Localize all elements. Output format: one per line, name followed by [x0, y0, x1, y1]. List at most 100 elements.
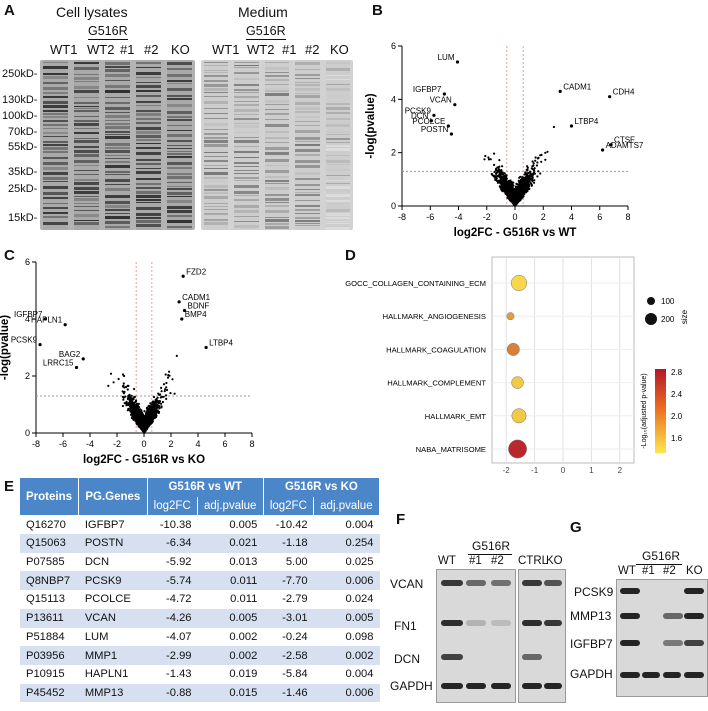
gel-band [204, 160, 229, 162]
lane-label: CTRL [518, 555, 549, 567]
gel-band [264, 124, 290, 127]
gel-band [325, 68, 350, 71]
gel-band [136, 77, 161, 78]
gel-band [167, 62, 192, 65]
gene-label: VCAN [430, 96, 452, 105]
marker-label: 55kD- [8, 141, 38, 153]
gel-band [74, 102, 99, 104]
data-point [532, 162, 535, 165]
gel-band [325, 175, 350, 176]
gel-band [74, 67, 99, 70]
table-cell: 0.015 [197, 683, 264, 703]
gel-band [325, 209, 350, 212]
data-point [148, 407, 152, 410]
gene-label: BMP4 [185, 310, 207, 319]
blot-band [684, 613, 704, 619]
gel-band [136, 113, 161, 116]
gel-band [325, 169, 350, 171]
table-cell: 0.011 [197, 590, 264, 609]
data-point [506, 191, 509, 194]
data-point [494, 178, 497, 181]
gel-band [136, 207, 161, 210]
gel-band [167, 74, 192, 77]
gel-band [74, 154, 99, 157]
data-point [524, 171, 527, 174]
gel-band [295, 74, 320, 76]
lane-label: WT2 [247, 42, 275, 57]
data-point [160, 386, 163, 389]
data-point [141, 425, 144, 429]
gel-band [167, 130, 192, 131]
y-axis-label: -log(pvalue) [365, 93, 377, 158]
marker-label: 25kD- [8, 183, 38, 195]
gel-band [325, 190, 350, 192]
gel-band [234, 109, 259, 112]
blot-band [441, 620, 463, 626]
gel-band [325, 84, 350, 85]
gel-band [234, 125, 259, 128]
table-row: Q15063 POSTN -6.34 0.021 -1.18 0.254 [20, 534, 380, 553]
gel-band [105, 85, 130, 88]
gel-band [136, 183, 161, 185]
gel-band [167, 206, 192, 209]
gel-band [43, 172, 68, 175]
table-row: P07585 DCN -5.92 0.013 5.00 0.025 [20, 552, 380, 572]
gel-band [43, 192, 68, 195]
data-point [123, 374, 126, 378]
table-cell: 0.005 [313, 608, 380, 628]
gsea-dot-plot: -2 -1 0 1 2GOCC_COLLAGEN_CONTAINING_ECMHALLM… [345, 256, 689, 475]
table-cell: Q15113 [20, 590, 79, 609]
labeled-point [449, 132, 454, 136]
mutant-underline-left [88, 39, 128, 40]
gel-band [167, 162, 192, 165]
mutant-label-g: G516R [642, 549, 681, 563]
data-point [507, 179, 510, 183]
data-point [495, 171, 499, 174]
row-label: MMP13 [570, 609, 612, 623]
data-point [135, 422, 139, 425]
table-cell: -4.26 [147, 608, 198, 628]
data-point [512, 188, 515, 191]
gel-band [105, 147, 130, 149]
labeled-point [429, 119, 433, 123]
gel-band [264, 226, 290, 229]
gel-band [234, 157, 259, 158]
data-point [498, 179, 501, 182]
data-point [487, 156, 490, 159]
panel-f: F G516R WT #1 #2 CTRL KO VCAN FN1 DCN GA… [390, 505, 566, 711]
size-legend-title: size [680, 309, 689, 324]
table-row: P51884 LUM -4.07 0.002 -0.24 0.098 [20, 627, 380, 647]
x-tick-label: 2 [541, 212, 546, 222]
gene-label: IGFBP7 [413, 85, 442, 94]
labeled-point [609, 143, 613, 147]
data-point [502, 175, 505, 178]
gel-band [295, 102, 320, 105]
gel-band [43, 92, 68, 94]
row-label: IGFBP7 [570, 637, 613, 651]
gel-band [105, 195, 130, 198]
blot-band [466, 580, 486, 586]
gel-band [264, 79, 290, 81]
marker-label: 250kD- [2, 68, 38, 80]
gel-band [234, 92, 259, 93]
sub-header: log2FC [147, 496, 199, 516]
gel-band [204, 185, 229, 188]
data-point [521, 191, 524, 195]
gel-band [204, 70, 229, 71]
gel-band [43, 82, 68, 84]
gel-band [204, 165, 229, 166]
data-point [154, 408, 157, 411]
gel-band [325, 213, 350, 216]
data-point [537, 156, 540, 159]
gel-band [43, 101, 68, 104]
data-point [125, 400, 128, 403]
panel-d: D -2 -1 0 1 2 GOCC_COLLAGEN_CONTAINING_ECM HAL… [335, 245, 708, 477]
gel-band [105, 62, 130, 65]
table-cell: -4.72 [147, 590, 198, 609]
gel-band [204, 144, 229, 147]
gel-band [234, 84, 259, 86]
data-point [168, 370, 171, 373]
gel-band [105, 179, 130, 182]
data-point [155, 399, 158, 402]
blot-band [684, 640, 704, 646]
